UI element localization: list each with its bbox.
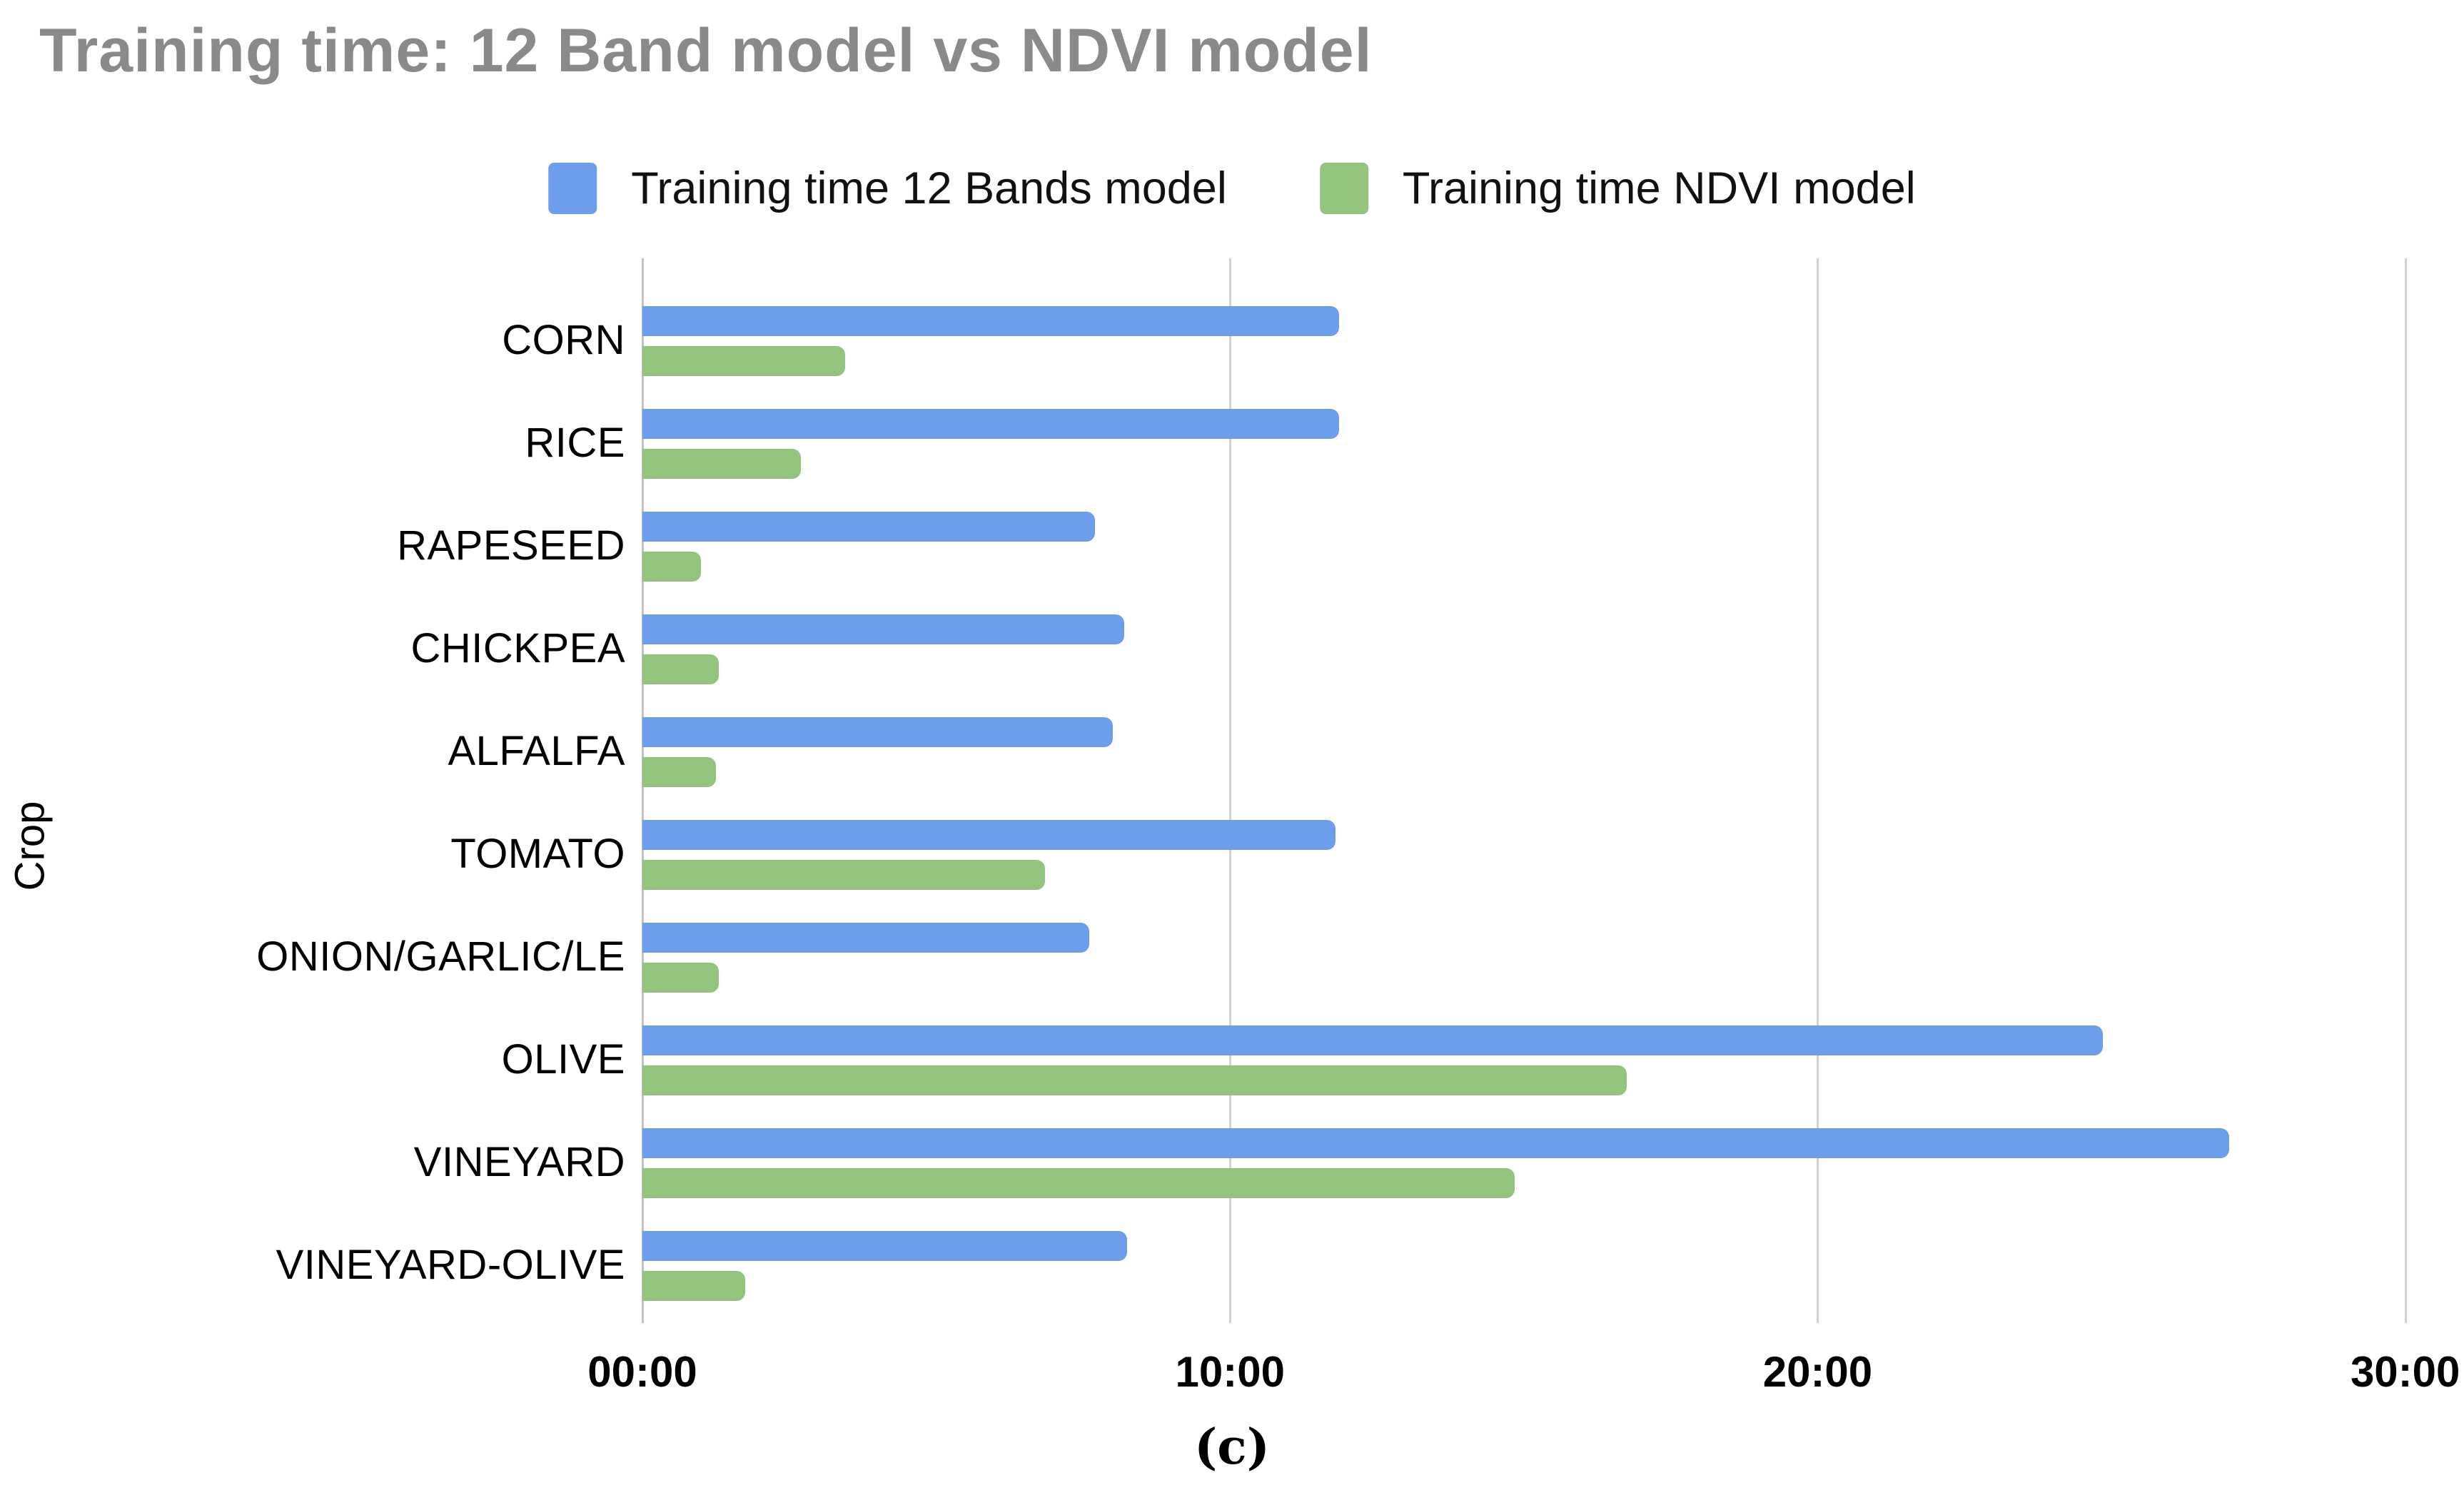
bar-ndvi-chickpea bbox=[642, 654, 719, 684]
bar-ndvi-onion-garlic-le bbox=[642, 963, 719, 993]
x-tick-label-00:00: 00:00 bbox=[587, 1348, 697, 1396]
bar-row-rapeseed bbox=[642, 494, 2464, 597]
legend-item-1: Training time NDVI model bbox=[1319, 163, 1916, 214]
bar-row-corn bbox=[642, 288, 2464, 391]
baseline-gridline bbox=[642, 258, 644, 1323]
legend-swatch-icon bbox=[548, 163, 597, 214]
bar-12bands-olive bbox=[642, 1025, 2103, 1055]
bar-row-onion-garlic-le bbox=[642, 905, 2464, 1008]
bar-ndvi-rapeseed bbox=[642, 552, 702, 582]
bar-12bands-rapeseed bbox=[642, 512, 1095, 542]
category-label-tomato: TOMATO bbox=[450, 830, 625, 877]
legend-item-0: Training time 12 Bands model bbox=[548, 163, 1227, 214]
bar-row-vineyard bbox=[642, 1110, 2464, 1213]
category-label-vineyard: VINEYARD bbox=[413, 1138, 625, 1185]
category-label-onion-garlic-le: ONION/GARLIC/LE bbox=[256, 933, 625, 980]
bar-row-alfalfa bbox=[642, 699, 2464, 802]
category-label-alfalfa: ALFALFA bbox=[448, 727, 625, 774]
plot-area bbox=[642, 288, 2464, 1316]
bar-12bands-rice bbox=[642, 409, 1339, 439]
bar-12bands-vineyard-olive bbox=[642, 1231, 1128, 1261]
bar-row-chickpea bbox=[642, 597, 2464, 699]
gridline-30:00 bbox=[2404, 258, 2407, 1323]
bar-row-rice bbox=[642, 391, 2464, 494]
bar-row-olive bbox=[642, 1008, 2464, 1110]
bar-row-tomato bbox=[642, 802, 2464, 905]
y-axis-category-labels: CORN RICE RAPESEED CHICKPEA ALFALFA TOMATO ONI… bbox=[0, 288, 625, 1316]
figure-caption: (c) bbox=[1194, 1419, 1270, 1476]
gridline-10:00 bbox=[1229, 258, 1232, 1323]
legend: Training time 12 Bands model Training tim… bbox=[548, 163, 1916, 214]
gridlines bbox=[642, 258, 2464, 1323]
y-axis-title: Crop bbox=[6, 801, 54, 891]
x-tick-label-30:00: 30:00 bbox=[2350, 1348, 2460, 1396]
legend-label: Training time 12 Bands model bbox=[631, 163, 1227, 213]
bar-ndvi-tomato bbox=[642, 860, 1045, 890]
category-label-rice: RICE bbox=[525, 419, 625, 466]
bar-ndvi-vineyard bbox=[642, 1168, 1515, 1198]
legend-label: Training time NDVI model bbox=[1402, 163, 1916, 213]
bar-12bands-chickpea bbox=[642, 614, 1125, 644]
gridline-20:00 bbox=[1817, 258, 1819, 1323]
category-label-corn: CORN bbox=[502, 316, 625, 363]
bar-12bands-alfalfa bbox=[642, 717, 1113, 747]
bar-12bands-tomato bbox=[642, 820, 1336, 850]
bar-ndvi-corn bbox=[642, 346, 845, 376]
bar-ndvi-rice bbox=[642, 449, 802, 479]
bar-12bands-onion-garlic-le bbox=[642, 923, 1089, 953]
category-label-olive: OLIVE bbox=[501, 1035, 625, 1083]
category-label-chickpea: CHICKPEA bbox=[410, 624, 625, 672]
bar-ndvi-olive bbox=[642, 1065, 1627, 1095]
bar-ndvi-vineyard-olive bbox=[642, 1271, 746, 1301]
legend-swatch-icon bbox=[1319, 163, 1368, 214]
bar-12bands-corn bbox=[642, 306, 1339, 336]
bar-ndvi-alfalfa bbox=[642, 757, 716, 787]
x-axis-tick-labels: 00:00 10:00 20:00 30:00 bbox=[0, 1347, 2464, 1404]
chart-title: Training time: 12 Band model vs NDVI mod… bbox=[39, 16, 1373, 85]
x-tick-label-10:00: 10:00 bbox=[1175, 1348, 1285, 1396]
bar-row-vineyard-olive bbox=[642, 1213, 2464, 1316]
bar-12bands-vineyard bbox=[642, 1128, 2229, 1158]
category-label-rapeseed: RAPESEED bbox=[397, 522, 625, 569]
x-tick-label-20:00: 20:00 bbox=[1762, 1348, 1873, 1396]
category-label-vineyard-olive: VINEYARD-OLIVE bbox=[276, 1241, 625, 1288]
